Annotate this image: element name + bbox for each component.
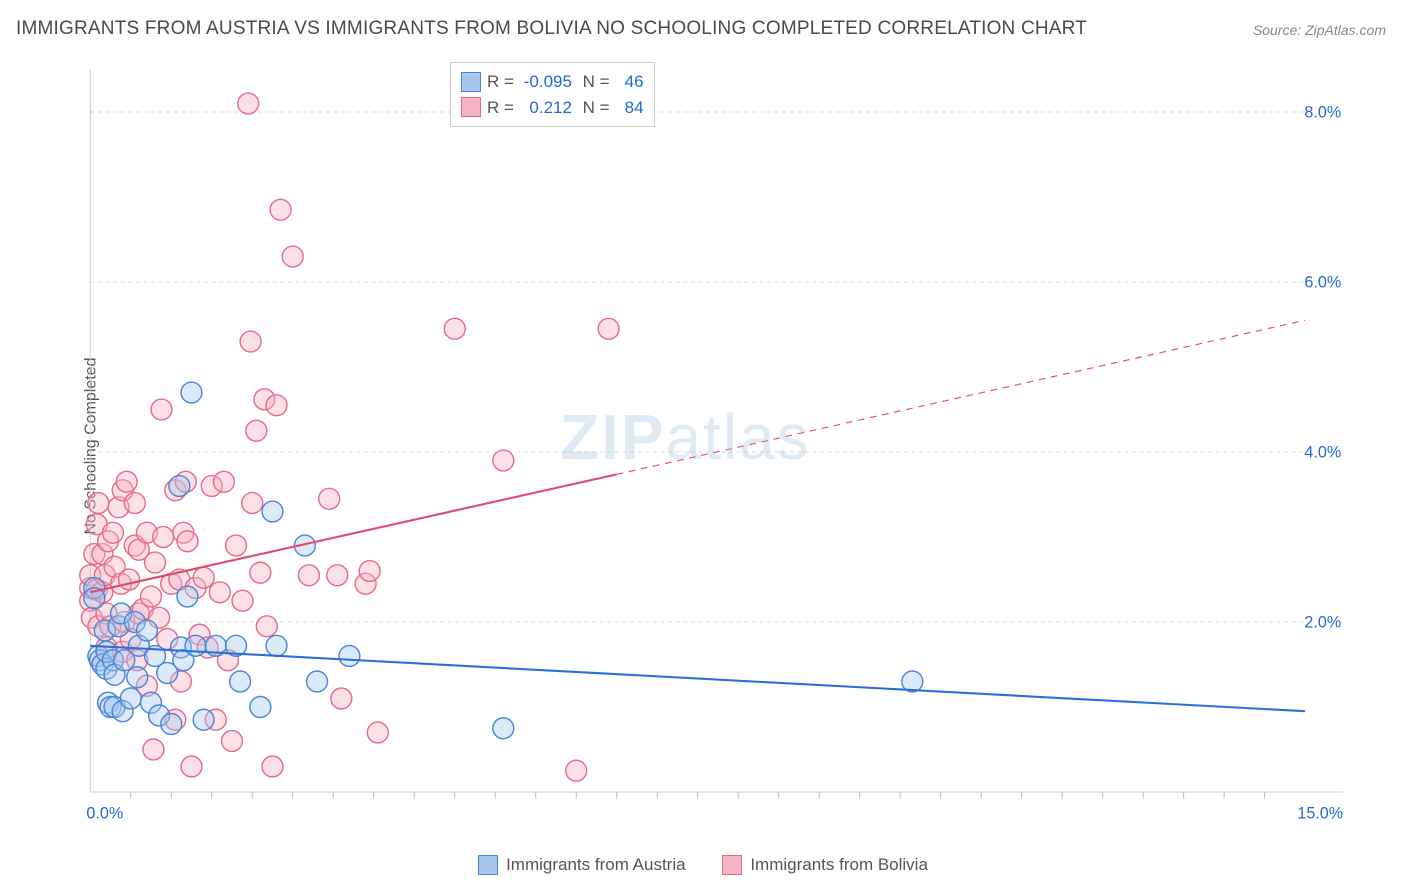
legend-label-bolivia: Immigrants from Bolivia [750,855,928,875]
n-label: N = [578,95,610,121]
svg-text:6.0%: 6.0% [1304,274,1341,292]
n-value-bolivia: 84 [616,95,644,121]
watermark-zip: ZIP [560,401,666,473]
svg-text:0.0%: 0.0% [86,805,123,823]
swatch-austria [461,72,481,92]
legend-label-austria: Immigrants from Austria [506,855,686,875]
swatch-bolivia [461,97,481,117]
svg-text:2.0%: 2.0% [1304,614,1341,632]
svg-text:15.0%: 15.0% [1297,805,1343,823]
legend-item-austria: Immigrants from Austria [478,855,686,875]
n-label: N = [578,69,610,95]
correlation-row-austria: R = -0.095 N = 46 [461,69,644,95]
r-value-austria: -0.095 [520,69,572,95]
r-label: R = [487,69,514,95]
n-value-austria: 46 [616,69,644,95]
legend-item-bolivia: Immigrants from Bolivia [722,855,928,875]
swatch-bolivia-icon [722,855,742,875]
r-label: R = [487,95,514,121]
r-value-bolivia: 0.212 [520,95,572,121]
bottom-legend: Immigrants from Austria Immigrants from … [0,855,1406,880]
correlation-legend: R = -0.095 N = 46 R = 0.212 N = 84 [450,62,655,127]
watermark-atlas: atlas [666,401,811,473]
svg-text:4.0%: 4.0% [1304,444,1341,462]
swatch-austria-icon [478,855,498,875]
correlation-row-bolivia: R = 0.212 N = 84 [461,95,644,121]
chart-title: IMMIGRANTS FROM AUSTRIA VS IMMIGRANTS FR… [16,18,1087,40]
source-attribution: Source: ZipAtlas.com [1253,22,1386,38]
watermark: ZIPatlas [560,400,811,474]
svg-text:8.0%: 8.0% [1304,104,1341,122]
